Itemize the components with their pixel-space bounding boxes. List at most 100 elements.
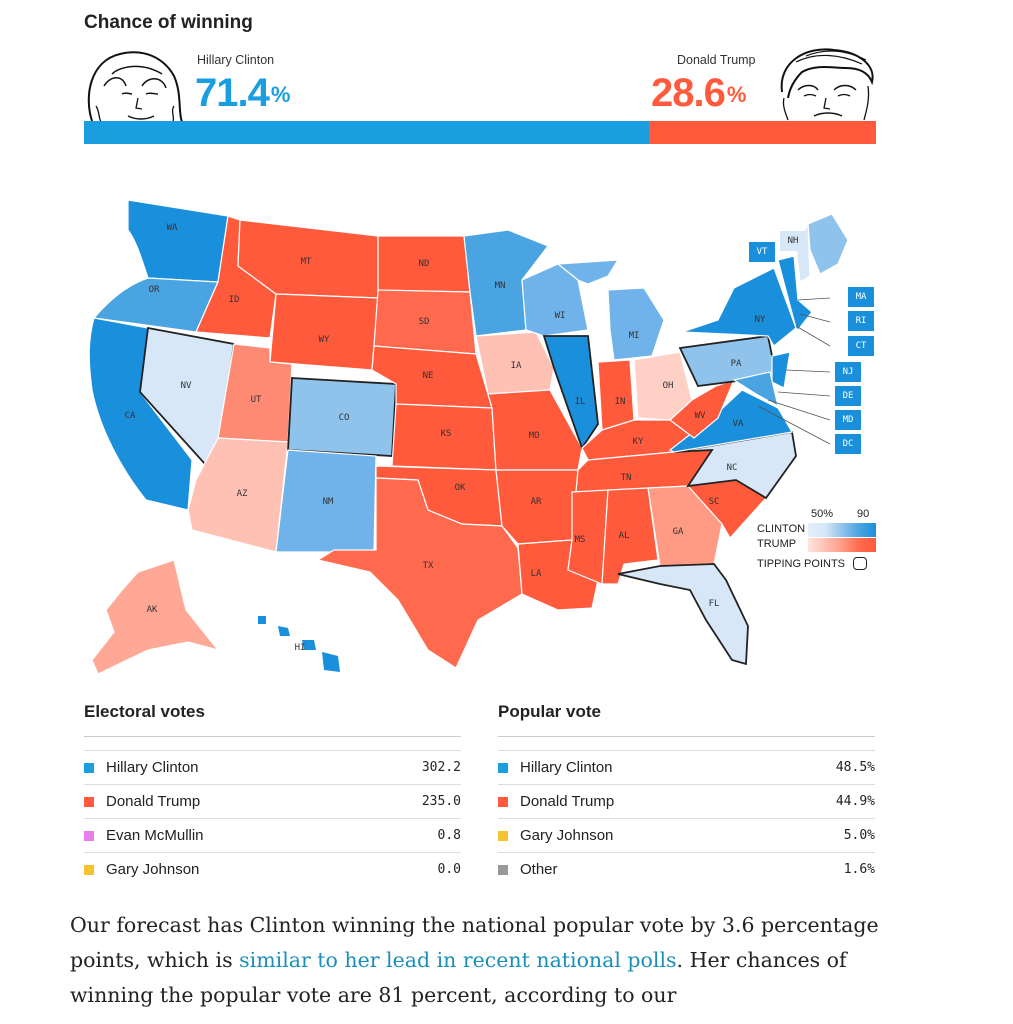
swatch [84,796,94,807]
label-WV: WV [695,411,706,421]
label-UT: UT [251,395,262,405]
label-GA: GA [673,527,684,537]
state-HI[interactable] [258,616,340,672]
label-NC: NC [727,463,738,473]
state-GA[interactable] [647,485,723,567]
label-KY: KY [633,437,644,447]
clinton-chance-value: 71.4 [195,71,270,115]
trump-face-illustration [776,42,876,127]
swatch [84,762,94,773]
row-value: 0.8 [437,828,461,843]
state-WA[interactable] [127,199,229,283]
chance-title: Chance of winning [84,12,253,33]
state-box-DC[interactable]: DC [835,434,861,454]
swatch [498,830,508,841]
state-NC[interactable] [673,430,797,500]
label-MN: MN [495,281,506,291]
state-box-MA[interactable]: MA [848,287,874,307]
row-name: Gary Johnson [520,827,614,844]
label-IL: IL [575,397,586,407]
state-FL[interactable] [617,563,749,666]
state-CO[interactable] [287,377,397,457]
state-IL[interactable] [542,335,599,451]
state-NY[interactable] [681,267,797,347]
state-box-NH[interactable]: NH [780,231,806,251]
swatch [498,762,508,773]
polls-link[interactable]: similar to her lead in recent national p… [239,948,677,972]
state-AR[interactable] [495,469,579,545]
box-connectors [757,297,831,445]
label-NY: NY [755,315,766,325]
label-WA: WA [167,223,178,233]
row-name: Donald Trump [520,793,615,810]
trump-chance-value: 28.6 [651,71,726,115]
state-IA[interactable] [475,331,555,395]
label-AL: AL [619,531,630,541]
electoral-votes-title: Electoral votes [84,702,461,737]
state-OR[interactable] [92,277,219,333]
label-IN: IN [615,397,626,407]
state-box-RI[interactable]: RI [848,311,874,331]
label-ND: ND [419,259,430,269]
swatch [498,864,508,875]
state-IN[interactable] [597,359,635,431]
electoral-row: Evan McMullin 0.8 [84,819,461,853]
state-AK[interactable] [91,559,220,675]
electoral-row: Gary Johnson 0.0 [84,853,461,886]
label-AZ: AZ [237,489,248,499]
state-NJ[interactable] [771,351,791,389]
row-name: Hillary Clinton [520,759,613,776]
clinton-face-illustration [82,46,192,129]
state-WV[interactable] [669,379,736,439]
row-value: 44.9% [835,794,875,809]
article-text-1: Our forecast has Clinton winning the nat… [70,913,879,972]
label-CO: CO [339,413,350,423]
popular-row: Gary Johnson 5.0% [498,819,875,853]
label-AR: AR [531,497,542,507]
legend-clinton: CLINTON [757,523,806,535]
label-WI: WI [555,311,566,321]
state-WY[interactable] [269,293,379,371]
trump-chance: 28.6% [651,71,746,115]
row-name: Evan McMullin [106,827,204,844]
us-electoral-map: WA OR CA NV ID MT WY UT AZ CO NM ND SD N… [88,199,849,675]
label-WY: WY [319,335,330,345]
label-NE: NE [423,371,434,381]
label-OH: OH [663,381,674,391]
chance-bar [84,121,876,144]
state-MS[interactable] [567,489,609,585]
label-PA: PA [731,359,742,369]
label-TN: TN [621,473,632,483]
swatch [498,796,508,807]
state-DE-MD[interactable] [732,371,779,408]
state-box-DE[interactable]: DE [835,386,861,406]
state-box-VT[interactable]: VT [749,242,775,262]
state-MI[interactable] [556,259,665,361]
state-TX[interactable] [316,477,523,669]
label-KS: KS [441,429,452,439]
row-name: Hillary Clinton [106,759,199,776]
state-box-MD[interactable]: MD [835,410,861,430]
legend-clinton-scale [808,523,876,537]
state-ME[interactable] [807,213,849,275]
legend-trump: TRUMP [757,538,797,550]
legend-high: 90 [857,508,870,520]
trump-name: Donald Trump [677,53,756,67]
row-name: Other [520,861,558,878]
state-NE-states[interactable] [777,255,813,331]
clinton-name: Hillary Clinton [197,53,275,67]
state-box-CT[interactable]: CT [848,336,874,356]
label-SC: SC [709,497,720,507]
label-IA: IA [511,361,522,371]
state-CA[interactable] [88,317,193,511]
label-MO: MO [529,431,540,441]
legend-trump-scale [808,538,876,552]
label-LA: LA [531,569,542,579]
clinton-percent-sign: % [270,82,291,107]
label-CA: CA [125,411,136,421]
legend-tipping-icon [853,557,867,570]
label-VA: VA [733,419,744,429]
label-NV: NV [181,381,192,391]
state-box-NJ[interactable]: NJ [835,362,861,382]
row-value: 0.0 [437,862,461,877]
